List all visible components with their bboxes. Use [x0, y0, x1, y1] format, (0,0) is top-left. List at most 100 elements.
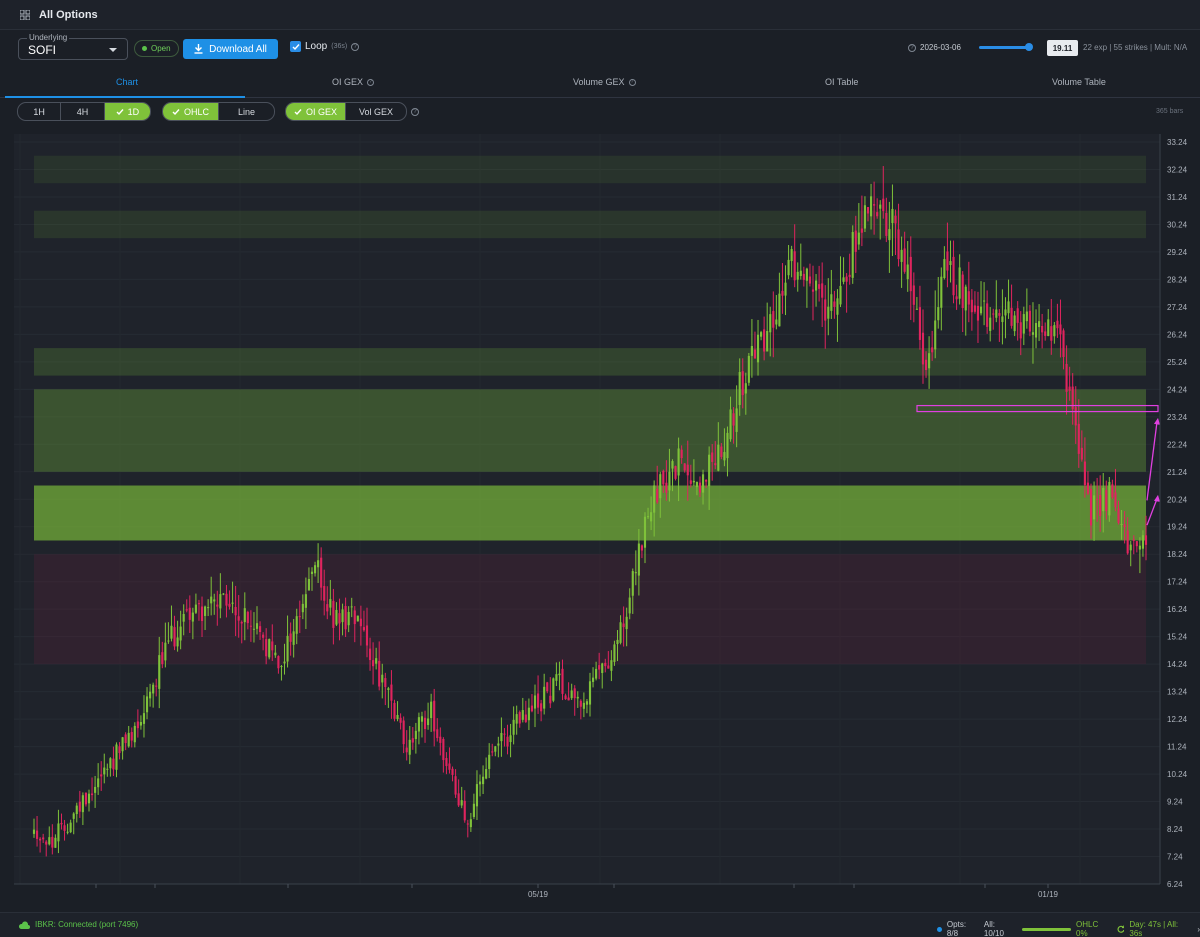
candle-body — [356, 615, 359, 622]
expiry-date: ? 2026-03-06 — [908, 43, 961, 52]
candle-body — [726, 432, 729, 459]
tab-oi-table[interactable]: OI Table — [825, 66, 858, 98]
candle-body — [970, 299, 973, 313]
candle-body — [879, 204, 882, 209]
timeframe-1d[interactable]: 1D — [104, 103, 150, 120]
tab-label: OI GEX — [332, 77, 364, 87]
check-icon — [116, 108, 124, 115]
candle-body — [411, 738, 414, 743]
candle-body — [170, 625, 173, 639]
candlestick-chart[interactable]: 33.24 32.24 31.24 30.24 29.24 28.24 27.24 26.24… — [0, 126, 1200, 906]
candle-body — [671, 461, 674, 469]
candle-body — [524, 714, 527, 722]
candle-body — [888, 229, 891, 241]
price-chart[interactable]: 33.24 32.24 31.24 30.24 29.24 28.24 27.24 26.24… — [0, 126, 1200, 906]
y-tick-label: 13.24 — [1167, 688, 1188, 697]
candle-body — [161, 652, 164, 665]
candle-body — [451, 768, 454, 775]
chart-mode-selector: OHLC Line — [162, 102, 275, 121]
candle-body — [1099, 494, 1102, 516]
candle-body — [115, 744, 118, 770]
candle-body — [485, 769, 488, 779]
toolbar: Underlying SOFI Open Download All Loop (… — [0, 30, 1200, 66]
candle-body — [1138, 545, 1141, 550]
candle-body — [454, 776, 457, 795]
candle-body — [995, 309, 998, 318]
candle-body — [106, 768, 109, 770]
candle-body — [873, 204, 876, 206]
status-bar: IBKR: Connected (port 7496) Opts: 8/8 Al… — [0, 912, 1200, 937]
expiry-slider[interactable] — [979, 43, 1033, 51]
timeframe-4h[interactable]: 4H — [61, 103, 105, 120]
y-tick-label: 33.24 — [1167, 138, 1188, 147]
gex-vol[interactable]: Vol GEX — [358, 106, 394, 117]
tab-chart[interactable]: Chart — [116, 66, 138, 98]
candle-body — [814, 280, 818, 291]
candle-body — [51, 836, 54, 848]
check-icon — [292, 43, 300, 50]
candle-body — [824, 299, 827, 321]
mode-line[interactable]: Line — [237, 106, 255, 117]
candle-body — [805, 268, 808, 281]
candle-body — [439, 736, 442, 743]
candle-body — [1102, 487, 1105, 512]
candle-body — [958, 267, 961, 299]
loop-checkbox[interactable] — [290, 41, 301, 52]
candle-body — [750, 346, 753, 356]
candle-body — [827, 306, 830, 319]
download-all-button[interactable]: Download All — [183, 39, 278, 59]
candle-body — [1034, 323, 1038, 338]
candle-body — [69, 822, 72, 833]
candle-body — [643, 516, 647, 548]
candle-body — [729, 409, 732, 440]
candle-body — [488, 754, 491, 769]
grid-icon[interactable] — [20, 9, 30, 20]
mode-ohlc[interactable]: OHLC — [163, 103, 219, 120]
tab-oi-gex[interactable]: OI GEX? — [332, 66, 375, 98]
y-tick-label: 20.24 — [1167, 495, 1188, 504]
market-status-text: Open — [151, 44, 171, 53]
underlying-select[interactable]: Underlying SOFI — [18, 33, 128, 60]
candle-body — [292, 631, 295, 645]
connection-text: IBKR: Connected (port 7496) — [35, 920, 139, 929]
opts-count: Opts: 8/8 — [946, 920, 967, 937]
candle-body — [934, 320, 937, 350]
candle-body — [756, 334, 760, 363]
candle-body — [567, 697, 570, 701]
help-icon[interactable]: ? — [411, 108, 419, 116]
tab-volume-table[interactable]: Volume Table — [1052, 66, 1106, 98]
help-icon[interactable]: ? — [628, 78, 636, 86]
candle-body — [775, 319, 778, 325]
tab-label: Volume Table — [1052, 77, 1106, 87]
help-icon[interactable]: ? — [908, 43, 916, 52]
window-title: All Options — [39, 8, 98, 21]
help-icon[interactable]: ? — [351, 42, 360, 51]
candle-body — [1089, 489, 1093, 526]
help-icon[interactable]: ? — [367, 78, 375, 86]
gex-oi[interactable]: OI GEX — [286, 103, 347, 120]
slider-thumb[interactable] — [1025, 43, 1033, 51]
candle-body — [747, 355, 750, 383]
candle-body — [158, 655, 161, 689]
loop-toggle[interactable]: Loop (36s) ? — [290, 41, 360, 52]
candle-body — [717, 444, 720, 471]
chevron-right-icon[interactable]: › — [1197, 924, 1200, 934]
candle-body — [197, 603, 201, 605]
timeframe-1h[interactable]: 1H — [18, 103, 62, 120]
candle-body — [604, 662, 607, 667]
candle-body — [149, 691, 152, 699]
candle-body — [876, 212, 879, 217]
tab-volume-gex[interactable]: Volume GEX? — [573, 66, 636, 98]
y-tick-label: 12.24 — [1167, 715, 1188, 724]
candle-body — [903, 248, 906, 272]
candle-body — [952, 256, 955, 296]
candle-body — [588, 681, 592, 705]
candle-body — [894, 215, 897, 224]
candle-body — [940, 276, 943, 308]
candle-body — [1038, 321, 1041, 328]
candle-body — [32, 829, 36, 834]
candle-body — [646, 516, 650, 518]
candle-body — [790, 249, 793, 262]
y-tick-label: 6.24 — [1167, 880, 1183, 889]
candle-body — [204, 606, 207, 616]
